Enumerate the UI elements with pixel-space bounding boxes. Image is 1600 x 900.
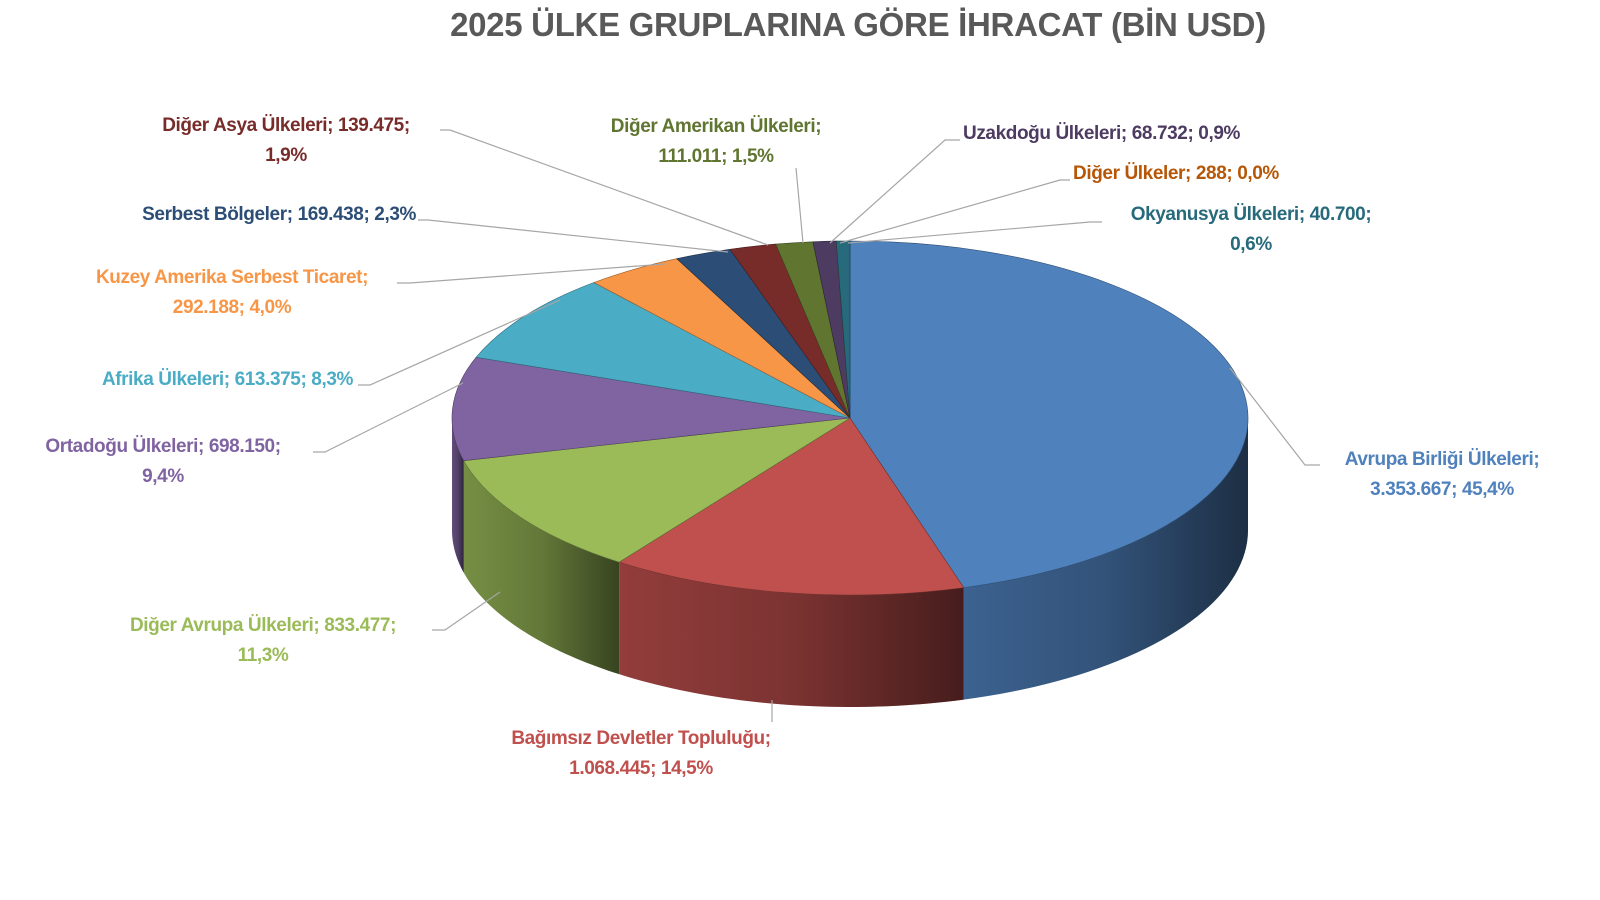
pie-side-shade <box>963 418 1248 700</box>
label-name: Ortadoğu Ülkeleri <box>45 436 198 457</box>
pie-slice-di-er-avrupa-lkeleri[interactable] <box>463 417 851 563</box>
label-value: 111.011 <box>658 146 722 167</box>
label-name: Uzakdoğu Ülkeleri <box>963 123 1121 144</box>
leader-line <box>418 219 729 253</box>
data-label-di-er-avrupa-lkeleri: Diğer Avrupa Ülkeleri; 833.477; 11,3% <box>129 615 397 666</box>
label-percent: 4,0% <box>249 297 292 318</box>
leader-line <box>839 179 1070 244</box>
label-value: 292.188 <box>172 297 239 318</box>
leader-line <box>829 139 960 244</box>
label-percent: 9,4% <box>142 466 184 487</box>
label-name: Kuzey Amerika Serbest Ticaret <box>95 267 363 288</box>
label-percent: 45,4% <box>1461 479 1514 500</box>
label-value: 288 <box>1195 163 1227 184</box>
leader-line <box>397 263 666 284</box>
label-value: 698.150 <box>208 436 275 457</box>
label-percent: 2,3% <box>374 204 416 225</box>
pie-slice-ba-ms-z-devletler-toplulu-u[interactable] <box>618 417 965 596</box>
label-percent: 14,5% <box>660 758 713 779</box>
label-name: Afrika Ülkeleri <box>101 369 224 390</box>
data-label-di-er-amerikan-lkeleri: Diğer Amerikan Ülkeleri; 111.011; 1,5% <box>610 116 822 167</box>
data-label-uzakdo-u-lkeleri: Uzakdoğu Ülkeleri; 68.732; 0,9% <box>963 123 1241 144</box>
leader-line <box>1229 367 1320 466</box>
data-label-okyanusya-lkeleri: Okyanusya Ülkeleri; 40.700; 0,6% <box>1130 204 1372 255</box>
pie-slice-avrupa-birli-i-lkeleri[interactable] <box>849 240 1249 588</box>
pie-side-shade <box>452 418 464 573</box>
data-label-serbest-b-lgeler: Serbest Bölgeler; 169.438; 2,3% <box>142 204 416 225</box>
pie-slice-ortado-u-lkeleri[interactable] <box>451 356 851 461</box>
data-label-di-er-asya-lkeleri: Diğer Asya Ülkeleri; 139.475; 1,9% <box>162 115 410 166</box>
leader-line <box>313 382 464 453</box>
label-value: 833.477 <box>324 615 391 636</box>
label-percent: 11,3% <box>237 645 289 666</box>
label-value: 3.353.667 <box>1370 479 1452 500</box>
label-value: 40.700 <box>1309 204 1366 225</box>
label-percent: 0,9% <box>1198 123 1241 144</box>
data-label-afrika-lkeleri: Afrika Ülkeleri; 613.375; 8,3% <box>101 369 353 390</box>
label-name: Bağımsız Devletler Topluluğu <box>511 728 765 749</box>
label-name: Okyanusya Ülkeleri <box>1130 204 1300 225</box>
label-percent: 0,0% <box>1237 163 1279 184</box>
label-value: 68.732 <box>1131 123 1188 144</box>
pie-side-shade <box>463 460 620 675</box>
label-name: Avrupa Birliği Ülkeleri <box>1344 449 1534 470</box>
data-label-kuzey-amerika-serbest-ticaret: Kuzey Amerika Serbest Ticaret; 292.188; 4… <box>95 267 369 318</box>
label-name: Serbest Bölgeler <box>142 204 287 225</box>
label-percent: 1,5% <box>731 146 774 167</box>
label-percent: 1,9% <box>265 145 307 166</box>
data-label-di-er-lkeler: Diğer Ülkeler; 288; 0,0% <box>1073 163 1279 184</box>
data-label-ortado-u-lkeleri: Ortadoğu Ülkeleri; 698.150; 9,4% <box>45 436 281 487</box>
label-name: Diğer Avrupa Ülkeleri <box>129 615 314 636</box>
leader-line <box>432 591 501 631</box>
leader-line <box>440 129 769 246</box>
label-name: Diğer Ülkeler <box>1073 163 1186 184</box>
data-label-avrupa-birli-i-lkeleri: Avrupa Birliği Ülkeleri; 3.353.667; 45,4% <box>1344 449 1540 500</box>
chart-title: 2025 ÜLKE GRUPLARINA GÖRE İHRACAT (BİN U… <box>450 6 1266 43</box>
label-value: 613.375 <box>234 369 301 390</box>
label-value: 139.475 <box>337 115 404 136</box>
leader-line <box>795 167 804 244</box>
label-value: 1.068.445 <box>569 758 651 779</box>
label-name: Diğer Asya Ülkeleri <box>162 115 328 136</box>
pie-slice-okyanusya-lkeleri[interactable] <box>835 240 851 419</box>
label-name: Diğer Amerikan Ülkeleri <box>610 116 816 137</box>
label-value: 169.438 <box>297 204 364 225</box>
label-percent: 0,6% <box>1230 234 1272 255</box>
leader-line <box>847 221 1102 244</box>
pie-side-shade <box>619 562 964 707</box>
label-percent: 8,3% <box>311 369 353 390</box>
leader-line <box>358 299 561 386</box>
data-label-ba-ms-z-devletler-toplulu-u: Bağımsız Devletler Topluluğu; 1.068.445; … <box>511 728 771 779</box>
